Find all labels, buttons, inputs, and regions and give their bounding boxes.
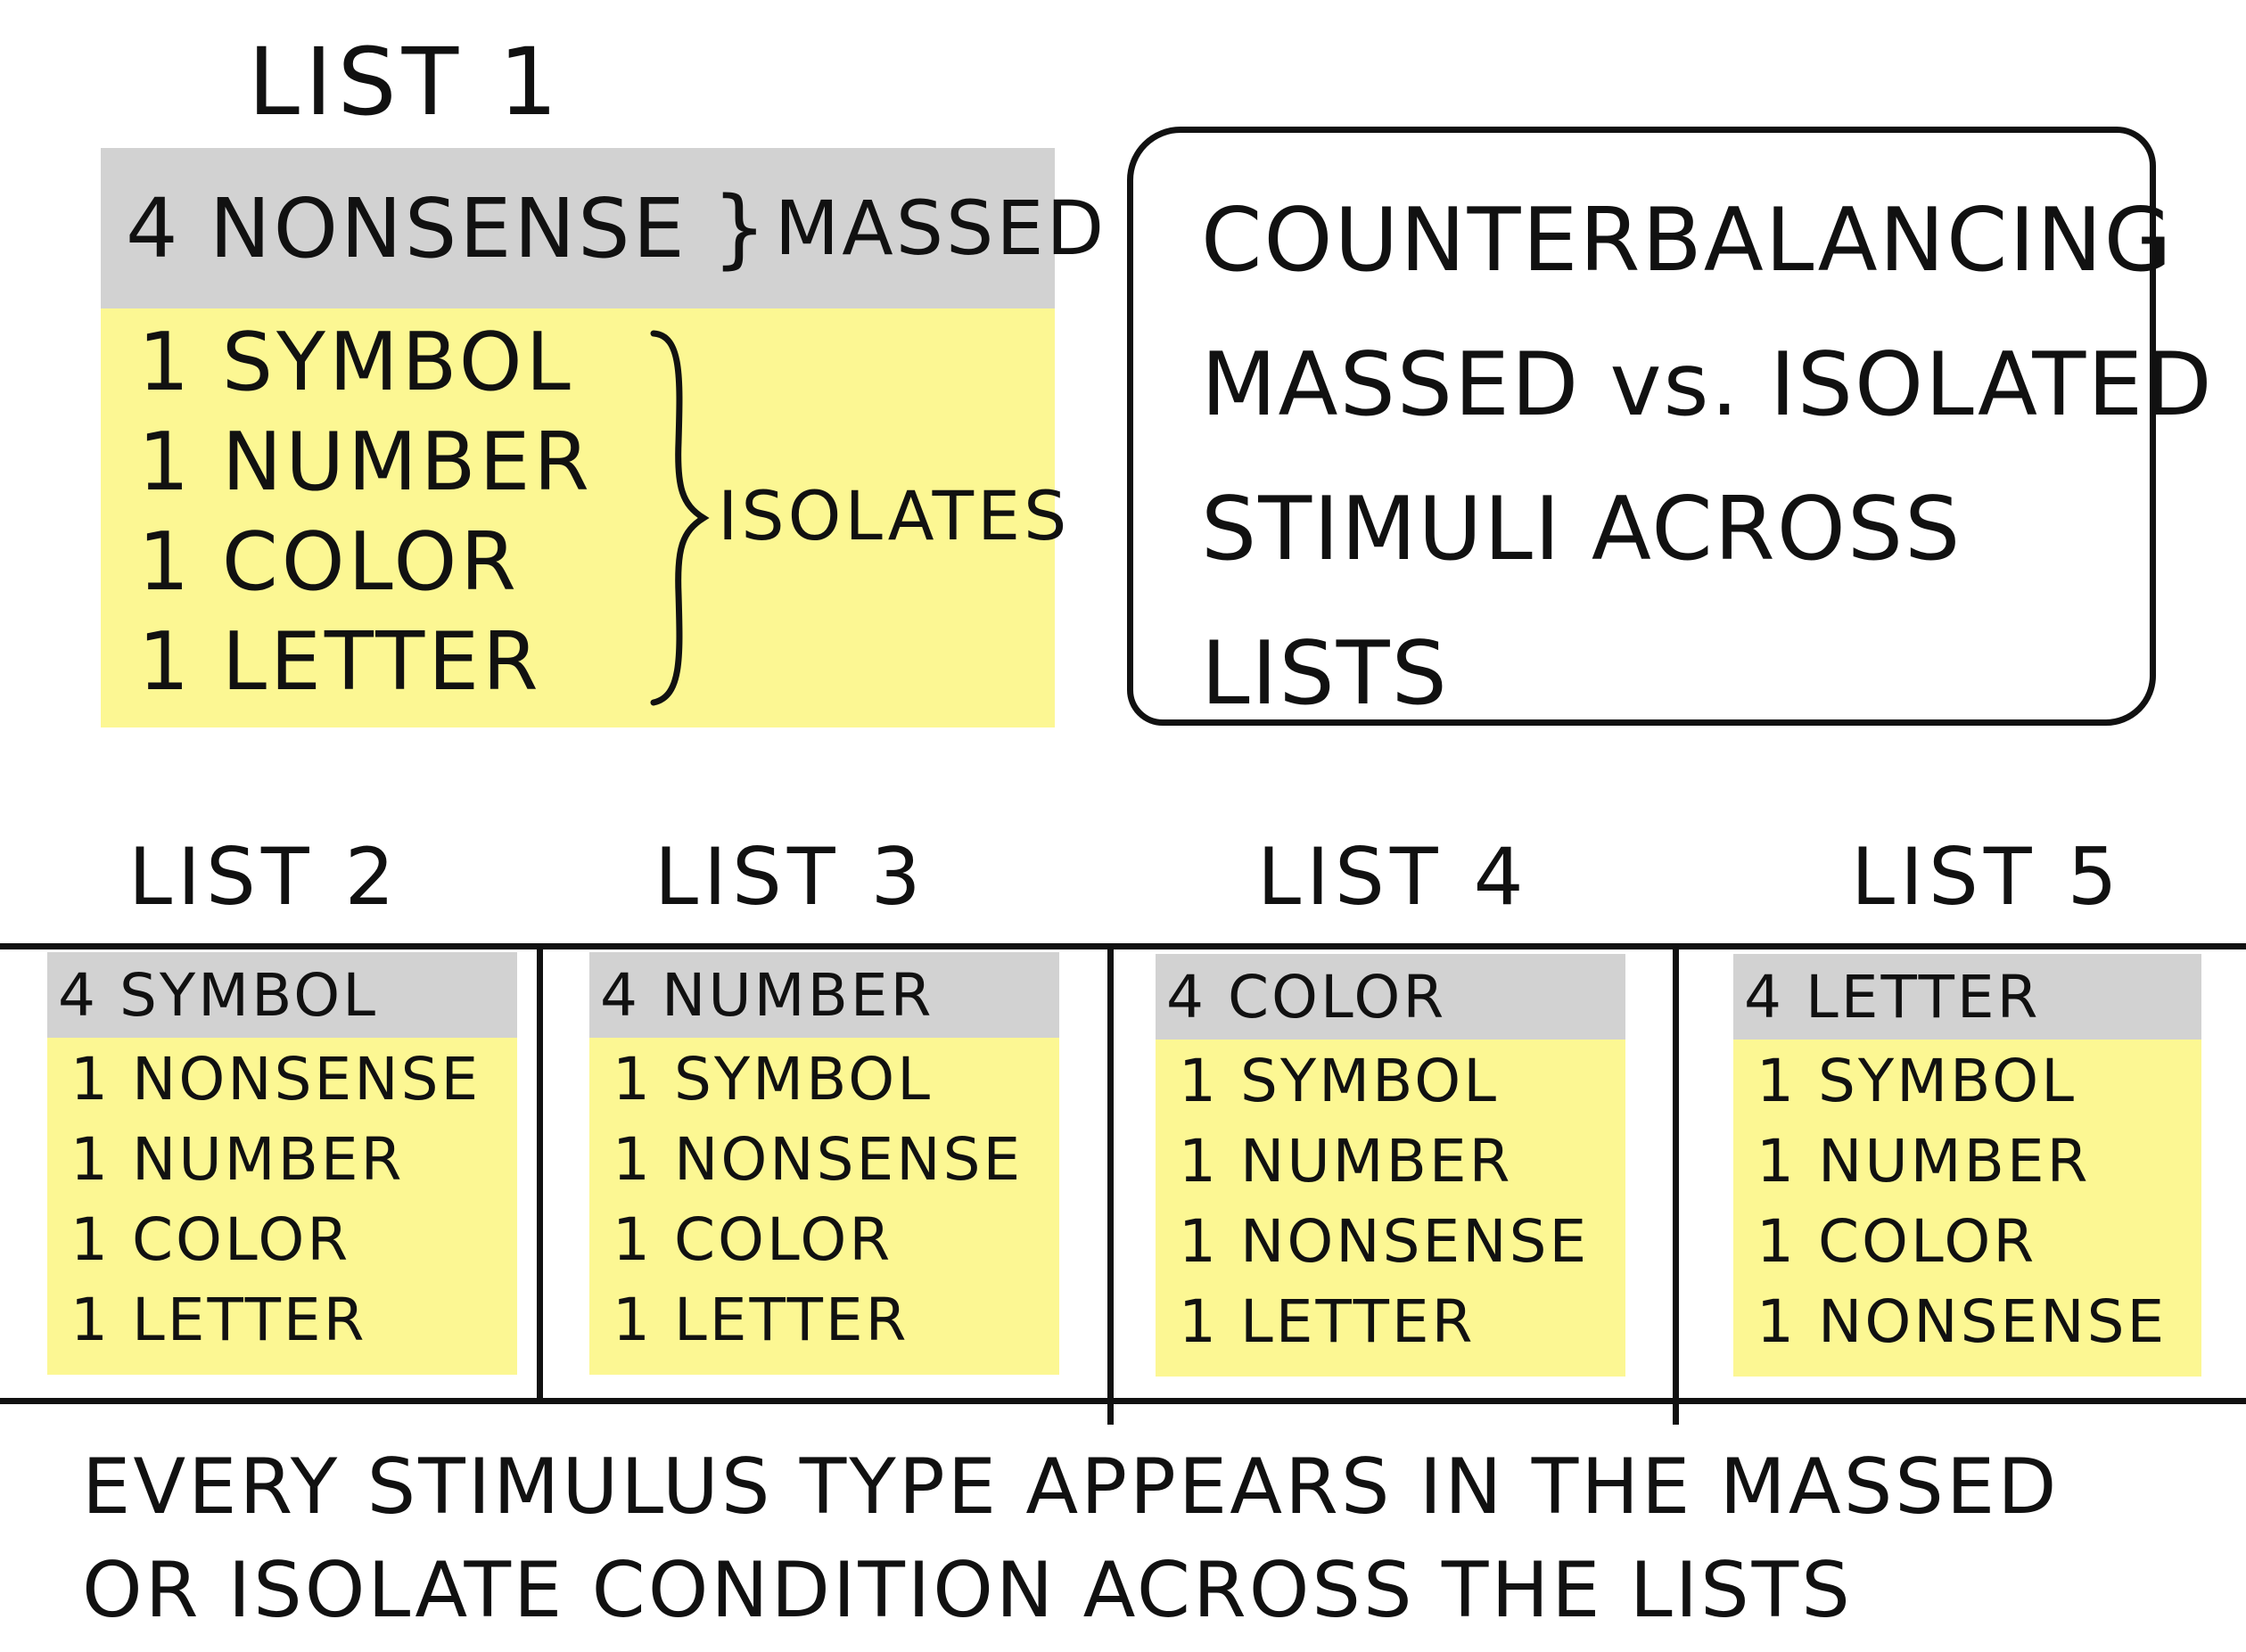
note-line: COUNTERBALANCING [1201, 190, 2174, 292]
note-line: LISTS [1201, 623, 1449, 725]
list1-isolates-label: ISOLATES [718, 476, 1071, 555]
list2-item: 1 LETTER [70, 1286, 367, 1354]
table-top-rule [0, 943, 2246, 949]
list2-isolates-body: 1 NONSENSE 1 NUMBER 1 COLOR 1 LETTER [47, 1038, 517, 1375]
list1-item: 1 LETTER [138, 615, 542, 709]
list1-header-brace: } [712, 178, 769, 278]
list4-isolates-body: 1 SYMBOL 1 NUMBER 1 NONSENSE 1 LETTER [1156, 1040, 1625, 1377]
list2-card: 4 SYMBOL 1 NONSENSE 1 NUMBER 1 COLOR 1 L… [47, 952, 517, 1375]
list2-item: 1 NUMBER [70, 1125, 405, 1194]
list5-header-text: 4 LETTER [1744, 962, 2041, 1031]
list4-title: LIST 4 [1257, 831, 1529, 923]
column-divider [537, 943, 543, 1404]
list3-card: 4 NUMBER 1 SYMBOL 1 NONSENSE 1 COLOR 1 L… [589, 952, 1059, 1375]
list1-title: LIST 1 [248, 28, 564, 136]
caption-line: EVERY STIMULUS TYPE APPEARS IN THE MASSE… [82, 1442, 2060, 1532]
list1-isolates-body: 1 SYMBOL 1 NUMBER 1 COLOR 1 LETTER ISOLA… [101, 308, 1066, 727]
list3-massed-header: 4 NUMBER [589, 952, 1059, 1038]
list1-header-text: 4 NONSENSE [126, 180, 687, 276]
list1-item: 1 NUMBER [138, 415, 593, 509]
list5-massed-header: 4 LETTER [1733, 954, 2201, 1040]
list4-item: 1 SYMBOL [1179, 1047, 1499, 1115]
list3-item: 1 LETTER [613, 1286, 909, 1354]
counterbalancing-note: COUNTERBALANCING MASSED vs. ISOLATED STI… [1127, 127, 2214, 726]
list4-item: 1 LETTER [1179, 1287, 1476, 1356]
list5-item: 1 SYMBOL [1756, 1047, 2077, 1115]
list4-card: 4 COLOR 1 SYMBOL 1 NUMBER 1 NONSENSE 1 L… [1156, 954, 1625, 1377]
list3-item: 1 NONSENSE [613, 1125, 1024, 1194]
list3-isolates-body: 1 SYMBOL 1 NONSENSE 1 COLOR 1 LETTER [589, 1038, 1059, 1375]
list1-item: 1 SYMBOL [138, 316, 574, 409]
list1-massed-header: 4 NONSENSE } MASSED [101, 148, 1104, 308]
list3-title: LIST 3 [654, 831, 926, 923]
list1-card: 4 NONSENSE } MASSED 1 SYMBOL 1 NUMBER 1 … [101, 148, 1104, 727]
list2-item: 1 COLOR [70, 1205, 351, 1274]
list5-item: 1 NUMBER [1756, 1127, 2091, 1196]
caption-line: OR ISOLATE CONDITION ACROSS THE LISTS [82, 1546, 1853, 1635]
list3-item: 1 COLOR [613, 1205, 893, 1274]
table-bottom-rule [0, 1398, 2246, 1404]
note-line: MASSED vs. ISOLATED [1201, 334, 2214, 436]
list2-header-text: 4 SYMBOL [58, 960, 378, 1030]
list5-title: LIST 5 [1851, 831, 2123, 923]
list2-massed-header: 4 SYMBOL [47, 952, 517, 1038]
list5-item: 1 COLOR [1756, 1207, 2037, 1276]
column-divider [1107, 943, 1114, 1425]
list3-header-text: 4 NUMBER [600, 960, 934, 1030]
note-line: STIMULI ACROSS [1201, 479, 1962, 580]
caption: EVERY STIMULUS TYPE APPEARS IN THE MASSE… [82, 1435, 2059, 1642]
list1-item: 1 COLOR [138, 515, 520, 609]
list2-item: 1 NONSENSE [70, 1045, 481, 1114]
list4-massed-header: 4 COLOR [1156, 954, 1625, 1040]
list5-isolates-body: 1 SYMBOL 1 NUMBER 1 COLOR 1 NONSENSE [1733, 1040, 2201, 1377]
list5-item: 1 NONSENSE [1756, 1287, 2168, 1356]
list2-title: LIST 2 [128, 831, 400, 923]
list4-item: 1 NONSENSE [1179, 1207, 1590, 1276]
list3-item: 1 SYMBOL [613, 1045, 933, 1114]
list5-card: 4 LETTER 1 SYMBOL 1 NUMBER 1 COLOR 1 NON… [1733, 954, 2201, 1377]
list4-item: 1 NUMBER [1179, 1127, 1513, 1196]
isolates-brace-icon [650, 330, 710, 706]
list4-header-text: 4 COLOR [1166, 962, 1447, 1031]
list1-massed-label: MASSED [774, 185, 1107, 272]
column-divider [1673, 943, 1679, 1425]
